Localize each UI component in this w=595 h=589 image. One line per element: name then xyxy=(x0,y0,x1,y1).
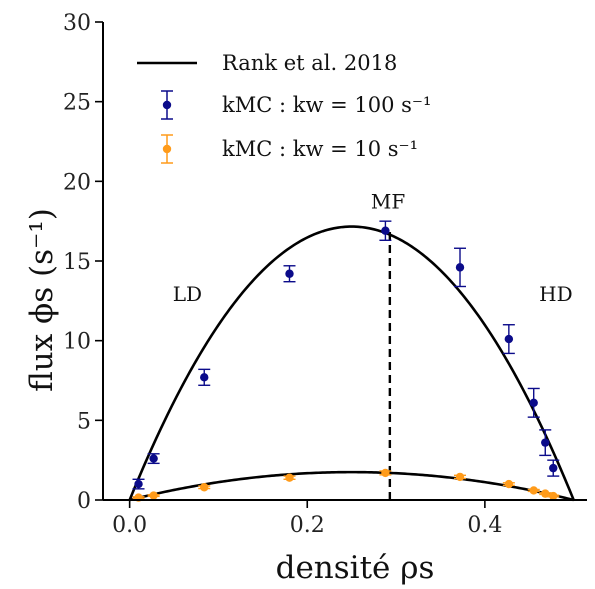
region-label-hd: HD xyxy=(539,282,572,306)
legend-label-rank: Rank et al. 2018 xyxy=(222,51,397,75)
x-axis-label: densité ρs xyxy=(276,550,435,586)
legend-marker-kw100 xyxy=(161,91,173,119)
x-tick-label: 0.2 xyxy=(290,513,325,538)
data-point-kw100 xyxy=(454,248,466,286)
marker-kw100 xyxy=(549,464,557,472)
marker-kw10 xyxy=(149,491,157,499)
y-tick-label: 10 xyxy=(63,330,91,355)
marker-kw10 xyxy=(456,473,464,481)
marker-kw100 xyxy=(134,480,142,488)
marker-kw100 xyxy=(456,263,464,271)
marker-kw100 xyxy=(505,335,513,343)
marker-kw10 xyxy=(285,473,293,481)
marker-kw10 xyxy=(381,469,389,477)
marker-kw100 xyxy=(381,227,389,235)
marker-kw10 xyxy=(505,480,513,488)
axes: 0 5 10 15 20 25 30 0.0 0.2 0.4 xyxy=(63,11,587,538)
region-label-mf: MF xyxy=(371,189,405,213)
y-tick-label: 20 xyxy=(63,170,91,195)
data-point-kw100 xyxy=(283,266,295,282)
theory-curve-kw100 xyxy=(130,227,574,500)
legend-marker-kw10 xyxy=(161,135,173,163)
y-tick-label: 15 xyxy=(63,250,91,275)
data-point-kw100 xyxy=(503,325,515,354)
marker-kw10 xyxy=(200,483,208,491)
marker-kw10 xyxy=(530,486,538,494)
legend-label-kw100: kMC : kw = 100 s⁻¹ xyxy=(222,93,431,117)
y-tick-label: 25 xyxy=(63,91,91,116)
x-tick-label: 0.4 xyxy=(467,513,502,538)
y-axis-label: flux ϕs (s⁻¹) xyxy=(24,208,60,392)
plot-area xyxy=(130,221,574,502)
marker-kw100 xyxy=(285,270,293,278)
data-point-kw100 xyxy=(198,369,210,385)
x-tick-label: 0.0 xyxy=(112,513,147,538)
legend-label-kw10: kMC : kw = 10 s⁻¹ xyxy=(222,137,418,161)
region-label-ld: LD xyxy=(173,282,202,306)
marker-kw10 xyxy=(549,492,557,500)
y-tick-label: 30 xyxy=(63,11,91,36)
y-tick-label: 0 xyxy=(77,489,91,514)
legend: Rank et al. 2018 kMC : kw = 100 s⁻¹ kMC … xyxy=(137,51,431,163)
marker-kw100 xyxy=(530,399,538,407)
marker-kw100 xyxy=(541,438,549,446)
y-tick-label: 5 xyxy=(77,409,91,434)
marker-kw100 xyxy=(149,454,157,462)
marker-kw100 xyxy=(200,373,208,381)
